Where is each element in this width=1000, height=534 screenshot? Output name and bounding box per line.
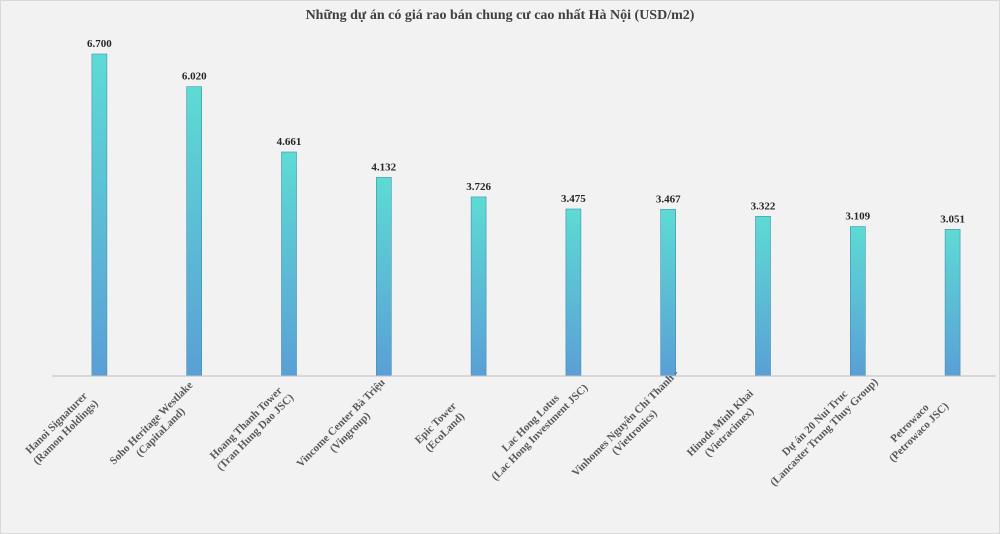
data-label: 3.475	[561, 193, 586, 205]
bar	[91, 53, 108, 377]
data-label: 3.322	[751, 200, 776, 212]
x-tick-label: Hinode Minh Khai(Vietracimex)	[685, 388, 765, 468]
bar	[660, 209, 677, 377]
x-tick-label: Petrowaco(Petrowaco JSC)	[878, 391, 952, 465]
data-label: 4.661	[277, 136, 302, 148]
bar	[281, 151, 297, 377]
x-tick-label: Hanoi Signaturer(Ramon Holdings)	[22, 388, 101, 467]
chart-title: Những dự án có giá rao bán chung cư cao …	[305, 8, 695, 23]
x-tick-label: Vinhomes Nguyễn Chí Thanh -(Viettronics)	[570, 367, 691, 488]
x-tick-label: Dự án 20 Nui Truc(Lancaster Trung Thuy G…	[759, 367, 881, 489]
bar	[755, 216, 771, 377]
data-label: 4.132	[371, 161, 396, 173]
data-label: 3.109	[845, 211, 870, 223]
bar	[565, 208, 582, 377]
bar	[186, 86, 202, 377]
bar	[375, 177, 392, 377]
x-tick-label: Hoang Thanh Tower(Tran Hung Dao JSC)	[205, 382, 296, 473]
bar	[470, 196, 487, 377]
x-tick-label: Vincome Center Bà Triệu(Vingroup)	[295, 377, 397, 479]
data-label: 3.726	[466, 181, 491, 193]
x-tick-label: Epic Tower(EcoLand)	[413, 400, 469, 456]
bar	[944, 229, 961, 377]
data-label: 3.051	[940, 213, 965, 225]
data-label: 6.700	[87, 38, 112, 50]
bar	[849, 226, 866, 377]
data-label: 6.020	[182, 71, 207, 83]
x-tick-label: Soho Heritage Westlake(CapitaLand)	[108, 379, 205, 476]
data-label: 3.467	[656, 193, 681, 205]
